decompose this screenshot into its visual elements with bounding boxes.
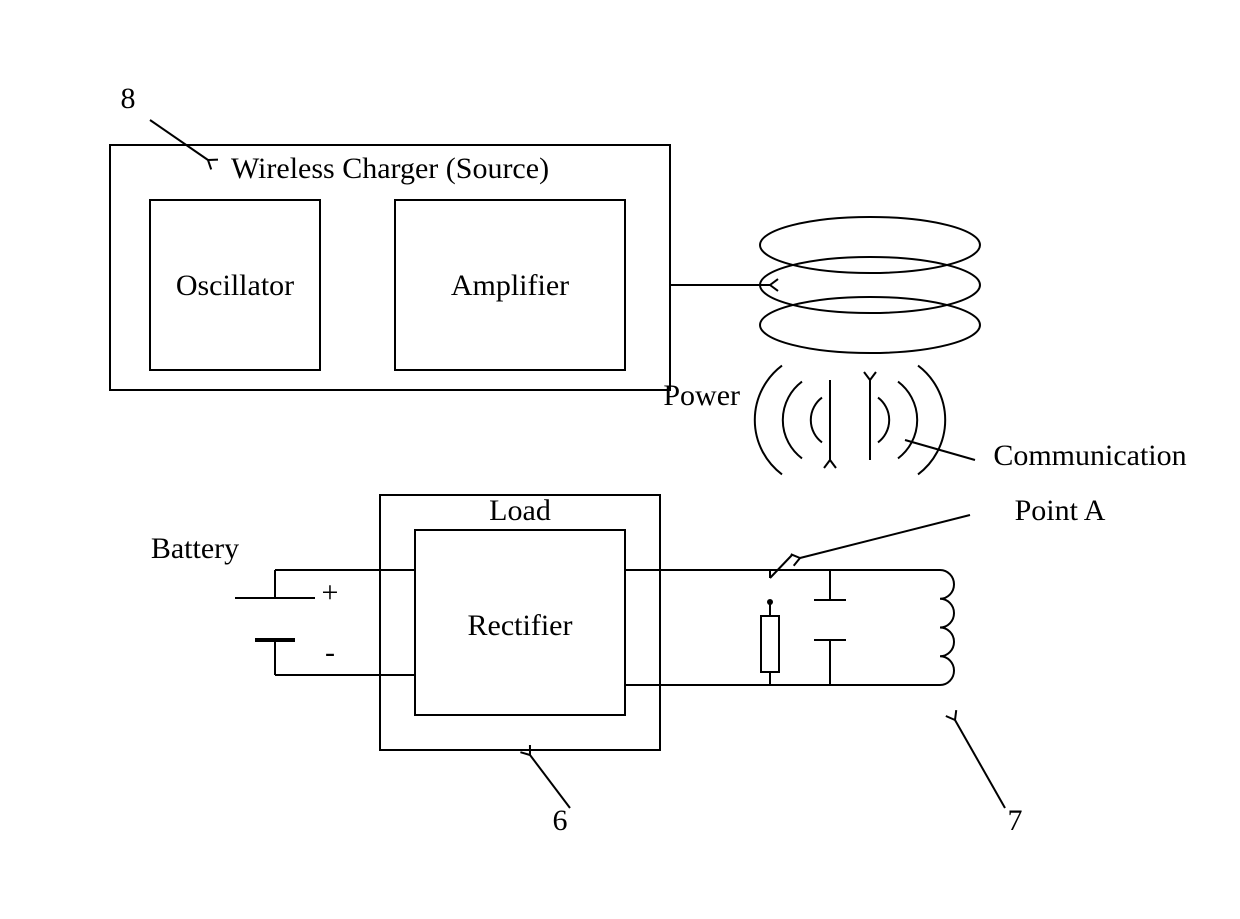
wireless-charging-diagram: Wireless Charger (Source) Oscillator Ampli… xyxy=(0,0,1240,919)
ref-8-arrow xyxy=(150,120,208,160)
oscillator-label: Oscillator xyxy=(176,269,294,302)
ref-7-label: 7 xyxy=(1008,804,1023,837)
communication-label: Communication xyxy=(993,439,1186,472)
battery-label: Battery xyxy=(151,532,239,565)
rf-arc-right-0 xyxy=(878,398,889,443)
rf-arc-right-2 xyxy=(918,366,945,475)
battery-plus: + xyxy=(322,576,339,609)
switch-arm xyxy=(770,555,792,578)
rx-coil xyxy=(940,570,954,685)
ref-6-label: 6 xyxy=(553,804,568,837)
ref-8-label: 8 xyxy=(121,82,136,115)
tx-coil-turn-2 xyxy=(760,297,980,353)
rectifier-label: Rectifier xyxy=(468,609,573,642)
amplifier-label: Amplifier xyxy=(451,269,569,302)
battery-minus: - xyxy=(325,636,335,669)
ref-7-arrow xyxy=(955,720,1005,808)
point-a-label: Point A xyxy=(1015,494,1106,527)
rf-arc-left-1 xyxy=(783,382,802,459)
point-a-arrow xyxy=(800,515,970,558)
source-title: Wireless Charger (Source) xyxy=(231,152,549,185)
power-label: Power xyxy=(663,379,740,412)
resistor xyxy=(761,616,779,672)
ref-6-arrow xyxy=(530,755,570,808)
communication-leader xyxy=(905,440,975,460)
rf-arc-right-1 xyxy=(898,382,917,459)
rf-arc-left-0 xyxy=(811,398,822,443)
load-title: Load xyxy=(489,494,551,527)
rf-arc-left-2 xyxy=(755,366,782,475)
